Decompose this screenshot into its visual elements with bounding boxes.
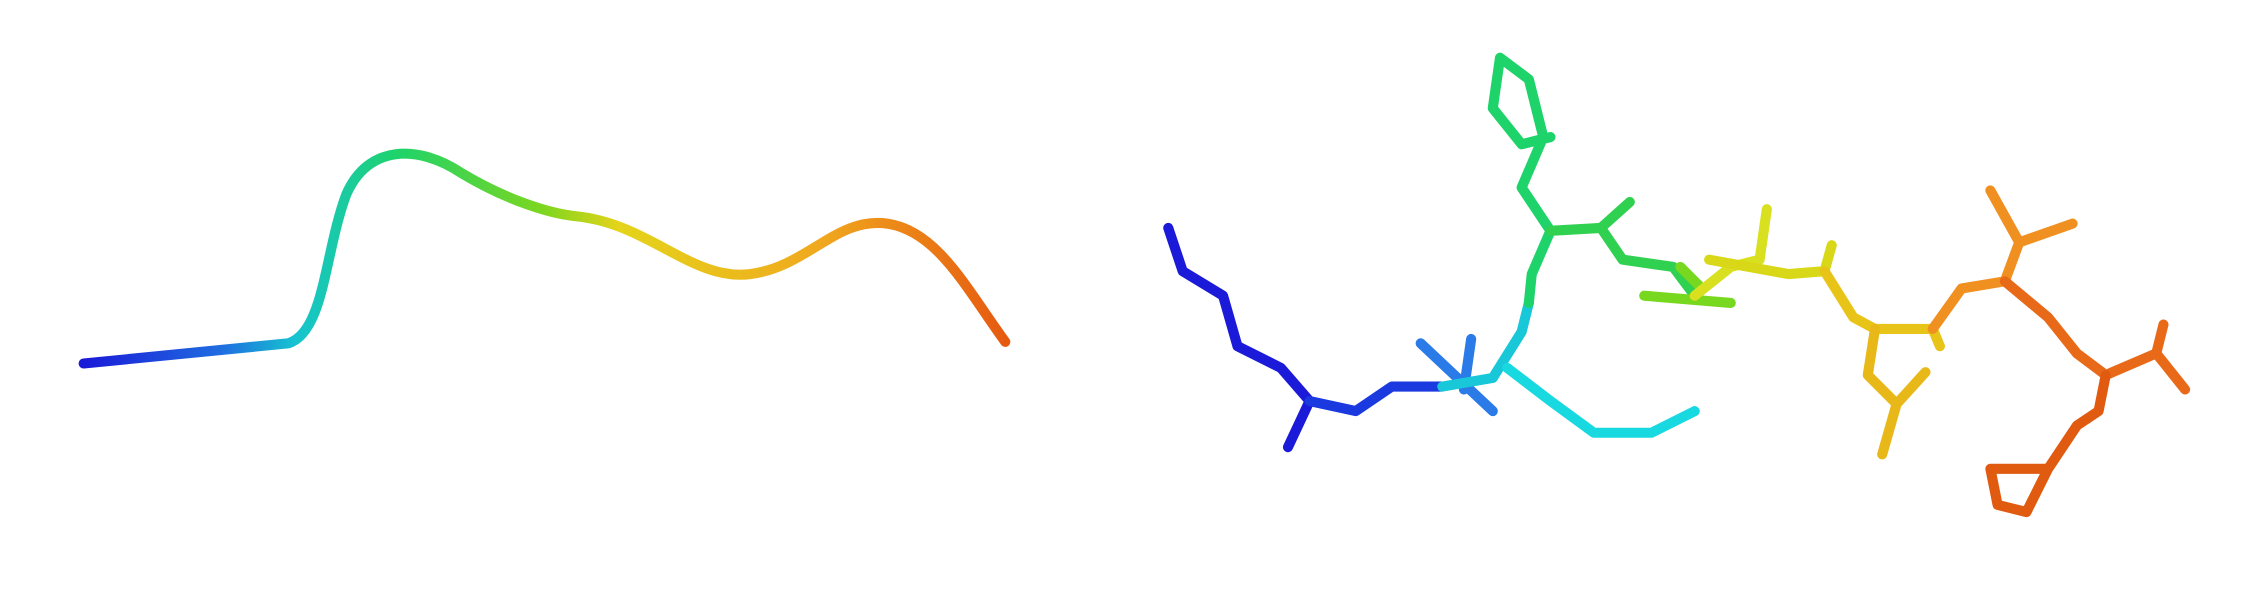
residue-6 xyxy=(1689,204,1772,301)
residue-3-side xyxy=(1502,362,1700,438)
residue-4-carbonyl xyxy=(1595,196,1635,233)
residue-4-backbone xyxy=(1545,222,1700,301)
residue-7-side xyxy=(1862,323,1902,460)
residue-5b xyxy=(1675,261,1707,294)
residue-7 xyxy=(1819,266,1945,352)
residue-4 xyxy=(1487,52,1556,308)
residue-1-backbone xyxy=(1304,381,1448,417)
residue-9 xyxy=(1999,276,2191,395)
residue-8 xyxy=(1927,185,2025,334)
residue-10 xyxy=(1985,370,2111,518)
residue-9b xyxy=(2151,319,2169,359)
residue-8b xyxy=(2014,218,2078,248)
residue-3 xyxy=(1437,297,1534,392)
residue-5 xyxy=(1639,290,1736,308)
residue-6-backbone xyxy=(1704,240,1837,280)
residue-2 xyxy=(1415,338,1498,417)
stick-model xyxy=(1163,52,2191,518)
residue-1 xyxy=(1163,222,1315,453)
residue-7-side-b xyxy=(1891,367,1931,409)
cartoon-backbone xyxy=(78,148,1011,369)
